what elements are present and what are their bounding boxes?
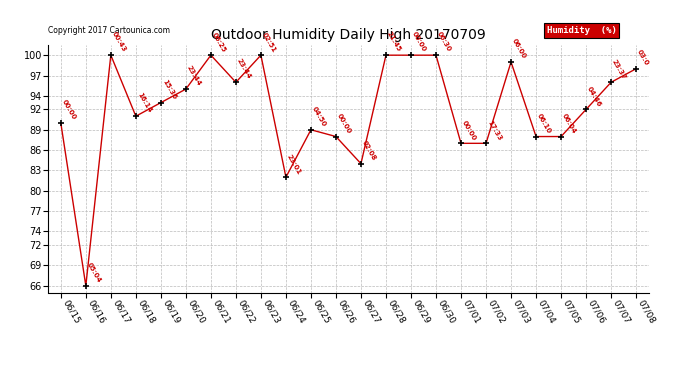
Text: 06:30: 06:30 xyxy=(436,31,452,53)
Text: 06:00: 06:00 xyxy=(511,38,527,60)
Text: 23:44: 23:44 xyxy=(236,58,253,80)
Text: 06:04: 06:04 xyxy=(561,112,578,135)
Text: 23:37: 23:37 xyxy=(611,58,627,80)
Text: 03:0: 03:0 xyxy=(636,49,650,67)
Text: 15:36: 15:36 xyxy=(161,78,177,101)
Text: 16:14: 16:14 xyxy=(136,92,152,114)
Text: Humidity  (%): Humidity (%) xyxy=(546,26,616,35)
Text: 21:45: 21:45 xyxy=(386,31,402,53)
Text: Copyright 2017 Cartounica.com: Copyright 2017 Cartounica.com xyxy=(48,26,170,35)
Text: 00:00: 00:00 xyxy=(336,112,353,135)
Text: 00:00: 00:00 xyxy=(411,31,427,53)
Text: 02:51: 02:51 xyxy=(261,31,277,53)
Text: 17:33: 17:33 xyxy=(486,119,502,141)
Text: 00:00: 00:00 xyxy=(61,99,77,121)
Text: 23:44: 23:44 xyxy=(186,64,202,87)
Text: 04:50: 04:50 xyxy=(311,105,327,128)
Text: 02:08: 02:08 xyxy=(361,140,377,162)
Text: 04:46: 04:46 xyxy=(586,85,602,107)
Text: 00:00: 00:00 xyxy=(461,119,477,141)
Text: 00:43: 00:43 xyxy=(111,31,127,53)
Title: Outdoor Humidity Daily High 20170709: Outdoor Humidity Daily High 20170709 xyxy=(211,28,486,42)
Text: 06:10: 06:10 xyxy=(536,112,552,135)
Text: 05:04: 05:04 xyxy=(86,261,102,284)
Text: 06:25: 06:25 xyxy=(211,31,227,53)
Text: 23:01: 23:01 xyxy=(286,153,302,175)
